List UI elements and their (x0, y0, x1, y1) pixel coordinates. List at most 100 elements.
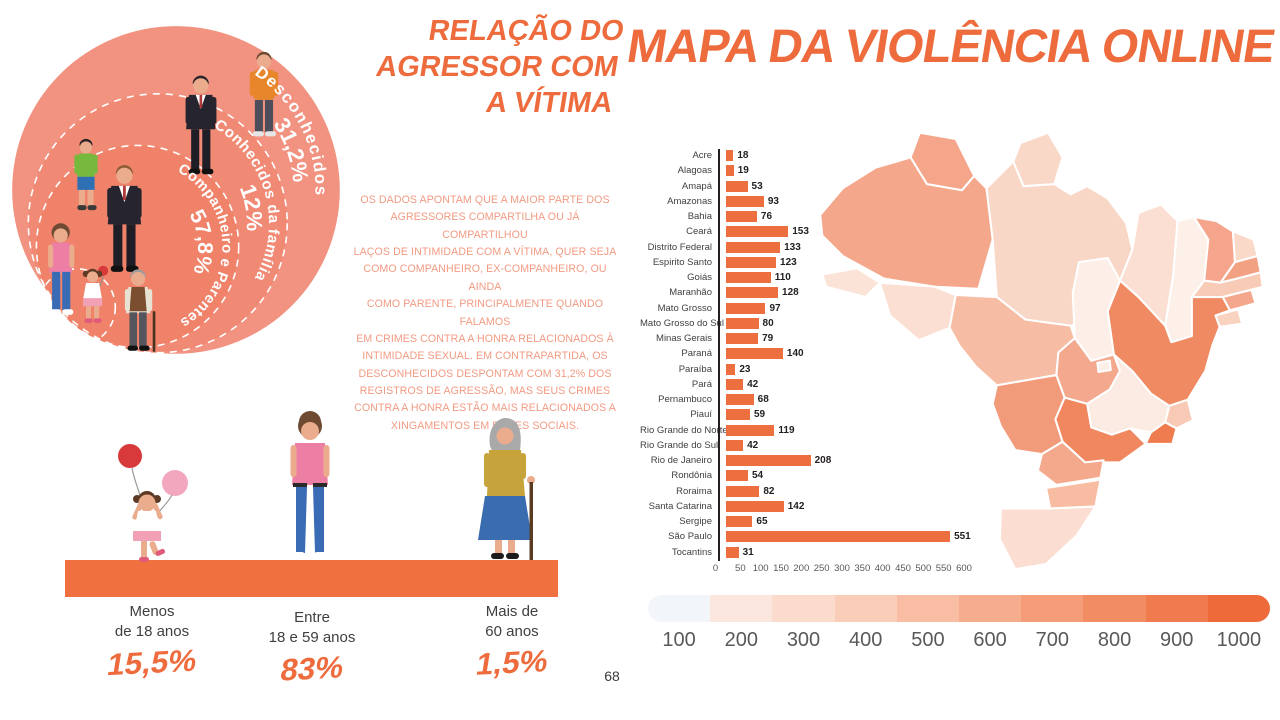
age-group-over-60: Mais de 60 anos 1,5% (432, 602, 592, 682)
x-tick-label: 400 (874, 562, 891, 574)
bar-row: Goiás 110 (640, 270, 980, 285)
bar (726, 180, 748, 192)
bar-value: 140 (786, 348, 804, 360)
age-group-18-59: Entre 18 e 59 anos 83% (232, 608, 392, 688)
legend-color-segment (1207, 595, 1270, 622)
x-tick-label: 250 (813, 562, 830, 574)
bar (726, 287, 779, 299)
bar (726, 424, 775, 436)
legend-label: 200 (724, 629, 758, 651)
bar-row: Pará 42 (640, 377, 980, 392)
x-tick-label: 500 (915, 562, 932, 574)
person-mother-illustration (48, 223, 75, 315)
bar-row: Amazonas 93 (640, 194, 980, 209)
legend-label: 1000 (1216, 629, 1262, 651)
legend-color-segment (896, 595, 960, 622)
legend-color-segment (959, 595, 1022, 622)
x-tick-label: 600 (956, 562, 972, 574)
bar-label: Pará (691, 378, 712, 390)
bar-value: 133 (784, 241, 801, 253)
bar-label: Paraíba (678, 363, 712, 375)
bar-label: Alagoas (677, 165, 712, 177)
bar (726, 500, 784, 512)
bar-row: Minas Gerais 79 (640, 331, 980, 346)
ring-dashed-border-middle (27, 93, 289, 354)
bar-row: Rio Grande do Norte 119 (640, 423, 980, 438)
bar-row: Roraima 82 (640, 484, 980, 499)
legend-bar (648, 595, 1270, 622)
age-group-label: Entre 18 e 59 anos (268, 609, 356, 646)
x-tick-label: 0 (712, 562, 719, 574)
bar-row: Paraíba 23 (640, 362, 980, 377)
age-platform-bar (65, 560, 558, 597)
age-group-label: Menos de 18 anos (114, 603, 190, 640)
age-figures-illustrations (118, 411, 535, 562)
bar-row: Bahia 76 (640, 209, 980, 224)
x-tick-label: 150 (773, 562, 789, 574)
state-PR (1036, 440, 1105, 486)
bar (726, 333, 759, 345)
bar-value: 65 (756, 516, 768, 528)
person-child-balloon-illustration (82, 265, 109, 323)
bar-value: 54 (751, 470, 764, 482)
x-tick-label: 100 (752, 562, 769, 574)
bar-label: Goiás (687, 272, 712, 284)
bar-value: 53 (751, 180, 763, 192)
bar-label: Bahia (687, 211, 712, 223)
bar-value: 31 (742, 546, 754, 558)
bar-label: Distrito Federal (647, 241, 712, 253)
bar (726, 272, 771, 284)
bar-label: Santa Catarina (648, 500, 712, 512)
bar (726, 378, 744, 390)
legend-label: 600 (973, 629, 1007, 651)
bar-value: 119 (778, 424, 795, 436)
bar-label: Rio de Janeiro (650, 455, 712, 467)
bar-row: Mato Grosso do Sul 80 (640, 316, 980, 331)
bar-value: 142 (787, 500, 805, 512)
bar-row: Santa Catarina 142 (640, 499, 980, 514)
bar (726, 241, 781, 253)
bar-value: 97 (769, 302, 781, 314)
bar-label: Rio Grande do Norte (640, 424, 728, 436)
legend-label: 900 (1160, 629, 1194, 651)
ring-dashed-border-family (37, 268, 117, 347)
x-tick-label: 350 (854, 562, 871, 574)
bar-value: 59 (753, 409, 766, 421)
bar-row: Acre 18 (640, 148, 980, 163)
bar-value: 82 (763, 485, 775, 497)
bar-value: 93 (767, 195, 779, 207)
x-tick-label: 550 (935, 562, 952, 574)
bar (726, 317, 759, 329)
page-title: MAPA DA VIOLÊNCIA ONLINE (623, 19, 1279, 72)
bar (726, 211, 757, 223)
x-tick-label: 300 (834, 562, 850, 574)
bar-label: Paraná (681, 348, 712, 360)
bar-label: Rio Grande do Sul (640, 439, 719, 451)
bar (726, 531, 951, 543)
brazil-choropleth-map (819, 131, 1264, 571)
bar-value: 80 (762, 317, 774, 329)
bar (726, 470, 748, 482)
bar-label: Roraima (676, 485, 712, 497)
x-tick-label: 50 (735, 562, 746, 574)
bar-row: Maranhão 128 (640, 285, 980, 300)
person-elderly-man-illustration (124, 269, 156, 352)
bar (726, 302, 766, 314)
state-RO (878, 281, 957, 342)
elderly-woman-illustration (478, 418, 535, 560)
bar (726, 256, 777, 268)
legend-color-segment (1083, 595, 1146, 622)
state-AC (821, 267, 881, 299)
bar-label: Rondônia (671, 470, 712, 482)
bar-row: São Paulo 551 (640, 529, 980, 544)
page-number: 68 (604, 668, 620, 684)
age-group-under-18: Menos de 18 anos 15,5% (72, 602, 232, 682)
y-axis-line (718, 149, 720, 561)
bar-label: Pernambuco (658, 394, 712, 406)
legend-label: 700 (1035, 629, 1069, 651)
aggressor-relationship-rings-diagram: Desconhecidos 31,2% Conhecidos da famíli… (12, 26, 340, 354)
legend-label: 800 (1097, 629, 1132, 651)
bar-label: Piauí (690, 409, 712, 421)
person-orange-shirt-illustration (249, 51, 279, 137)
